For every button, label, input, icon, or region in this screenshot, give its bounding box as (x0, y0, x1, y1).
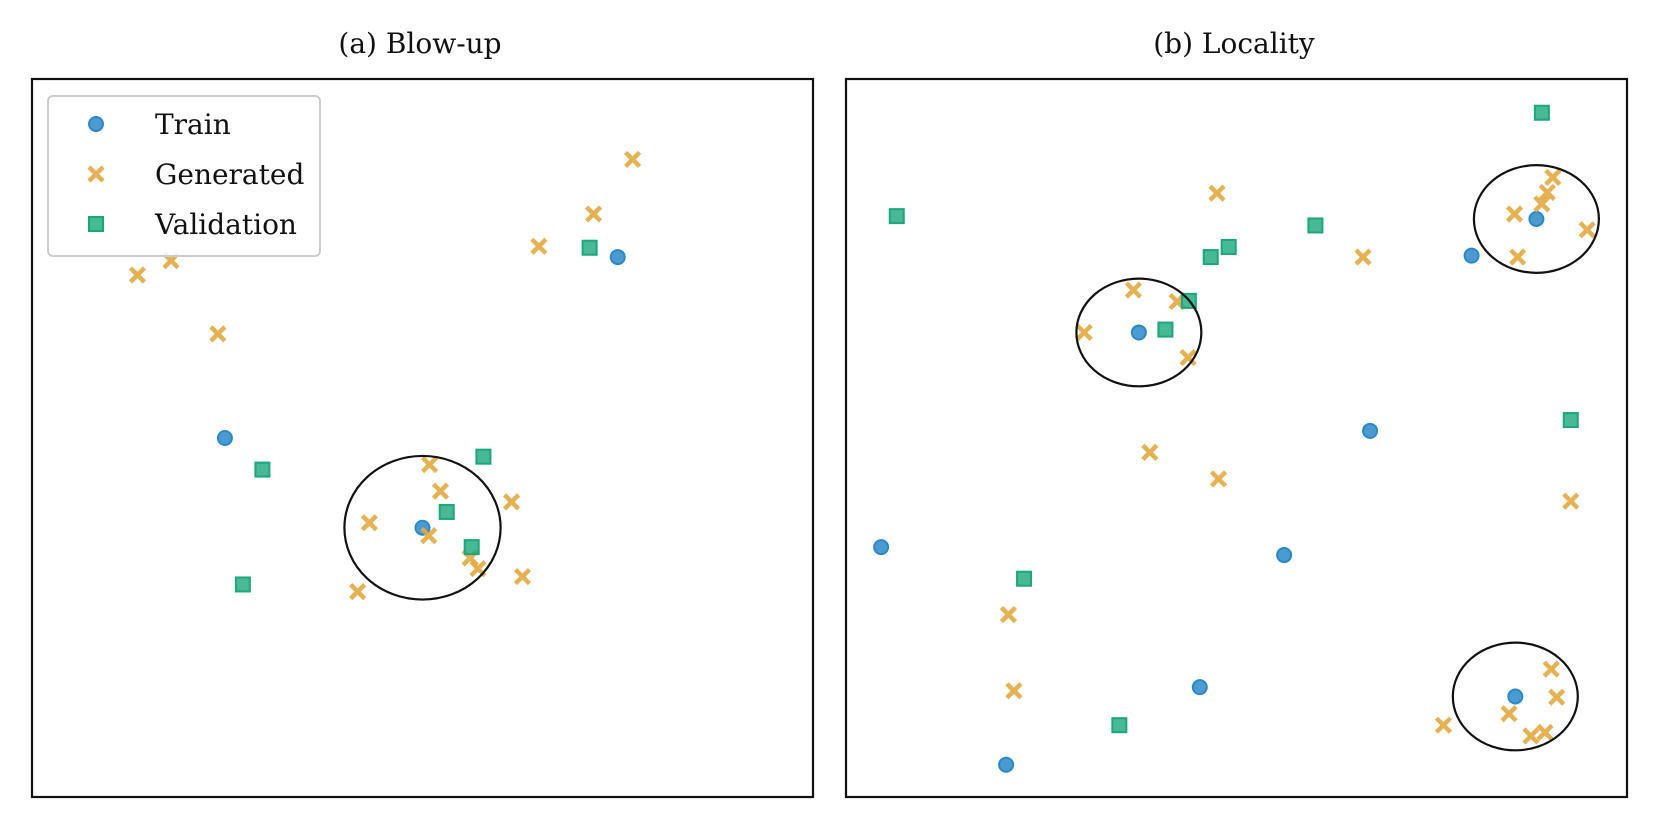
point-validation-1-3 (1157, 321, 1174, 338)
point-validation-0-1 (234, 576, 251, 593)
point-validation-1-5 (1202, 249, 1219, 266)
point-train-1-7 (1528, 211, 1545, 228)
point-generated-1-7 (1354, 248, 1372, 266)
point-validation-1-1 (1016, 570, 1033, 587)
point-generated-1-12 (1509, 248, 1527, 266)
point-generated-0-13 (584, 205, 603, 223)
panel-locality: (b) Locality (844, 27, 1629, 799)
point-validation-0-4 (463, 539, 480, 556)
point-generated-0-4 (349, 583, 367, 601)
legend-label-generated: Generated (155, 158, 304, 191)
point-generated-1-21 (1522, 727, 1540, 745)
point-generated-1-9 (1005, 682, 1023, 700)
point-generated-0-3 (360, 514, 378, 532)
point-generated-0-2 (209, 325, 227, 343)
point-train-1-0 (873, 539, 890, 556)
point-generated-0-7 (420, 527, 438, 545)
point-validation-0-0 (254, 461, 271, 478)
plot-frame-locality (844, 77, 1629, 799)
point-train-1-4 (1276, 547, 1293, 564)
neighborhood-circle-1-1 (1472, 164, 1600, 274)
point-generated-1-22 (1536, 723, 1554, 741)
neighborhood-circle-0-0 (343, 454, 502, 601)
point-generated-0-5 (420, 455, 439, 474)
point-generated-1-16 (1578, 221, 1596, 239)
point-generated-1-19 (1548, 688, 1566, 706)
point-generated-0-14 (623, 150, 642, 169)
point-generated-1-17 (1562, 492, 1580, 510)
legend-marker-validation (88, 216, 104, 232)
point-generated-1-5 (1141, 443, 1159, 461)
point-generated-1-13 (1533, 195, 1551, 213)
point-validation-0-3 (475, 448, 492, 465)
marks-locality (873, 104, 1600, 773)
point-generated-1-10 (1434, 716, 1453, 734)
neighborhood-circle-1-2 (1451, 641, 1579, 752)
point-generated-1-18 (1542, 660, 1560, 678)
point-generated-1-0 (1075, 323, 1093, 342)
point-train-0-1 (216, 430, 233, 446)
point-validation-1-9 (1562, 412, 1579, 429)
legend: Train Generated Validation (47, 95, 321, 257)
point-generated-1-15 (1544, 168, 1562, 186)
panel-title-blow-up: (a) Blow-up (338, 27, 501, 60)
legend-marker-train (88, 116, 104, 132)
panel-title-locality: (b) Locality (1153, 27, 1315, 60)
point-generated-1-1 (1124, 281, 1143, 299)
point-train-1-5 (1362, 422, 1379, 439)
point-validation-1-2 (1111, 717, 1128, 734)
point-generated-0-0 (128, 266, 147, 284)
point-generated-1-4 (1208, 184, 1226, 202)
point-validation-1-0 (888, 208, 905, 225)
legend-label-train: Train (155, 108, 231, 141)
point-train-1-3 (1191, 679, 1208, 696)
point-validation-1-8 (1533, 104, 1550, 121)
point-generated-1-20 (1500, 705, 1518, 723)
marks-blow-up (128, 150, 642, 601)
point-generated-0-6 (431, 482, 450, 500)
neighborhood-circle-1-0 (1075, 277, 1203, 388)
point-generated-1-11 (1505, 205, 1524, 223)
point-generated-1-3 (1179, 348, 1197, 367)
point-generated-0-11 (513, 567, 532, 586)
point-validation-0-5 (581, 239, 598, 256)
point-generated-0-10 (502, 493, 521, 511)
legend-frame (47, 95, 321, 257)
point-validation-0-2 (438, 503, 455, 520)
legend-label-validation: Validation (154, 208, 297, 241)
point-generated-1-14 (1538, 183, 1556, 202)
point-train-1-8 (1507, 688, 1524, 705)
point-train-0-2 (609, 249, 626, 266)
point-train-1-6 (1463, 247, 1480, 264)
legend-marker-generated (87, 165, 105, 183)
point-validation-1-7 (1307, 217, 1324, 234)
point-validation-1-6 (1220, 239, 1237, 256)
point-train-1-2 (1130, 324, 1147, 341)
point-generated-1-6 (1209, 470, 1228, 488)
point-generated-0-12 (530, 237, 548, 255)
point-train-1-1 (998, 756, 1015, 773)
point-generated-1-8 (999, 606, 1018, 624)
